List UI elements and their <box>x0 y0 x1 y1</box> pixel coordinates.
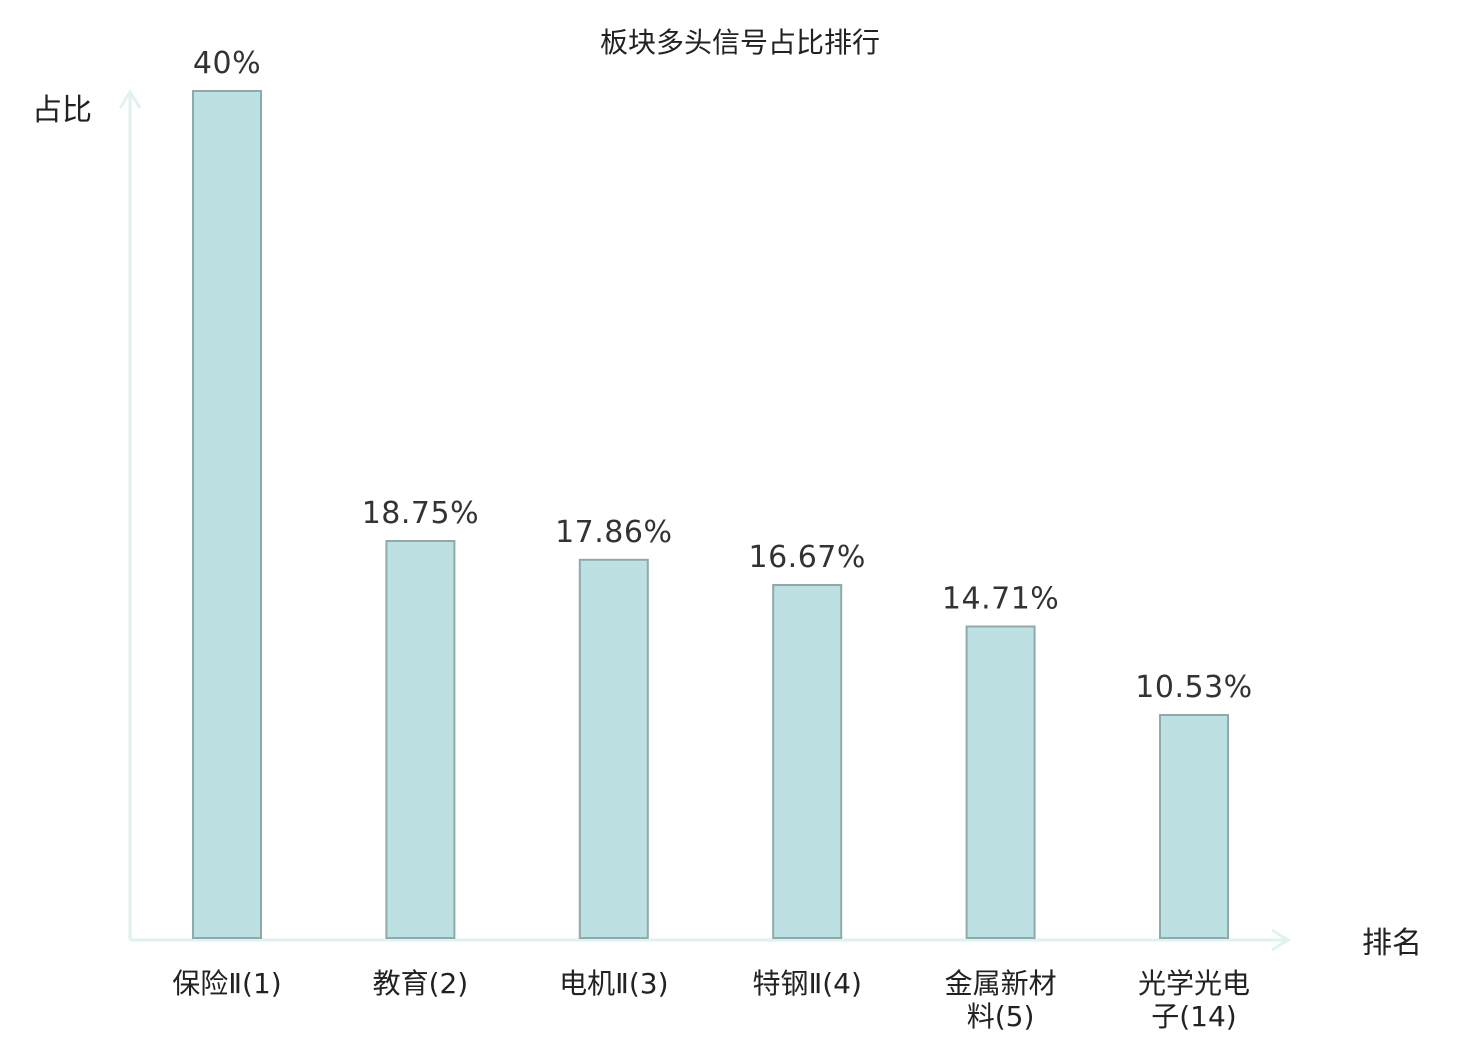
category-label-4: 特钢Ⅱ(4) <box>752 967 861 1000</box>
bar-3 <box>578 558 649 939</box>
value-label-4: 16.67% <box>749 540 866 575</box>
value-label-group: 40% 18.75% 17.86% 16.67% 14.71% 10.53% <box>193 46 1252 705</box>
category-label-5-line-1: 金属新材 <box>945 967 1057 1000</box>
value-label-2: 18.75% <box>362 496 479 531</box>
value-label-1: 40% <box>193 46 261 81</box>
bar-4 <box>772 584 843 939</box>
category-label-1: 保险Ⅱ(1) <box>172 967 281 1000</box>
value-label-3: 17.86% <box>555 515 672 550</box>
bar-5 <box>965 625 1036 939</box>
value-label-6: 10.53% <box>1135 670 1252 705</box>
category-label-2: 教育(2) <box>373 967 469 1000</box>
x-axis-label: 排名 <box>1362 926 1422 961</box>
bar-6 <box>1159 714 1229 939</box>
bar-1 <box>192 90 262 939</box>
category-label-6-line-2: 子(14) <box>1151 1000 1236 1033</box>
x-axis-arrow <box>1271 928 1291 952</box>
bar-2 <box>385 540 456 939</box>
value-label-5: 14.71% <box>942 582 1059 617</box>
y-axis-label: 占比 <box>32 93 92 128</box>
category-label-6-line-1: 光学光电 <box>1138 967 1250 1000</box>
category-label-5-line-2: 料(5) <box>967 1000 1035 1033</box>
category-label-3: 电机Ⅱ(3) <box>559 967 668 1000</box>
bar-group <box>192 90 1229 939</box>
chart-title: 板块多头信号占比排行 <box>600 26 880 59</box>
y-axis-arrow <box>118 89 142 109</box>
